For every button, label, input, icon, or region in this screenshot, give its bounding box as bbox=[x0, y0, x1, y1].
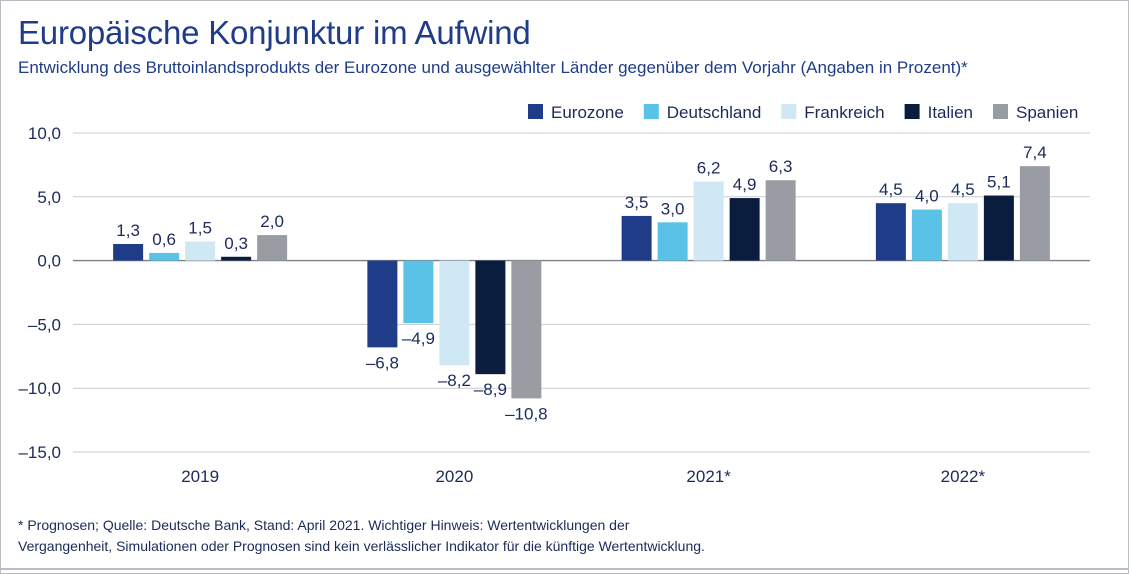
y-tick-label: 10,0 bbox=[28, 124, 61, 143]
data-label: 4,5 bbox=[951, 180, 975, 199]
data-label: –4,9 bbox=[402, 329, 435, 348]
y-tick-label: –10,0 bbox=[18, 379, 61, 398]
legend-label: Italien bbox=[928, 103, 973, 122]
y-tick-label: –15,0 bbox=[18, 443, 61, 462]
y-tick-label: 5,0 bbox=[37, 188, 61, 207]
legend-swatch bbox=[643, 104, 659, 119]
data-label: 0,6 bbox=[152, 230, 176, 249]
bar bbox=[621, 215, 652, 261]
legend-label: Spanien bbox=[1016, 103, 1078, 122]
bar bbox=[221, 256, 252, 261]
bar bbox=[475, 260, 506, 375]
bar bbox=[113, 244, 144, 261]
chart-subtitle: Entwicklung des Bruttoinlandsprodukts de… bbox=[18, 58, 968, 77]
legend-label: Deutschland bbox=[667, 103, 762, 122]
bar bbox=[983, 195, 1014, 261]
data-label: 0,3 bbox=[224, 234, 248, 253]
legend-label: Frankreich bbox=[804, 103, 884, 122]
bar-chart: 10,0 5,0 0,0 –5,0 –10,0 –15,0 2019 1,3 0,6 1,5 0,3… bbox=[18, 103, 1090, 486]
data-label: –8,2 bbox=[438, 371, 471, 390]
data-label: 2,0 bbox=[260, 212, 284, 231]
data-label: 1,5 bbox=[188, 218, 212, 237]
x-tick-label: 2019 bbox=[181, 467, 219, 486]
bar bbox=[511, 260, 542, 399]
data-label: 3,5 bbox=[625, 193, 649, 212]
bar bbox=[875, 203, 906, 261]
data-label: 7,4 bbox=[1023, 143, 1047, 162]
data-label: –8,9 bbox=[474, 380, 507, 399]
data-label: 4,0 bbox=[915, 187, 939, 206]
bar bbox=[657, 222, 688, 261]
data-label: 6,2 bbox=[697, 158, 721, 177]
data-label: 4,9 bbox=[733, 175, 757, 194]
bar bbox=[185, 241, 216, 261]
bar bbox=[149, 252, 180, 261]
x-tick-label: 2021* bbox=[686, 467, 731, 486]
data-label: 3,0 bbox=[661, 199, 685, 218]
bar bbox=[693, 181, 724, 261]
chart-title: Europäische Konjunktur im Aufwind bbox=[18, 14, 531, 51]
data-label: 4,5 bbox=[879, 180, 903, 199]
bar bbox=[367, 260, 398, 348]
legend-swatch bbox=[781, 104, 797, 119]
bar bbox=[257, 235, 288, 261]
footnote: * Prognosen; Quelle: Deutsche Bank, Stan… bbox=[18, 515, 1018, 557]
bar bbox=[439, 260, 470, 366]
footnote-line-2: Vergangenheit, Simulationen oder Prognos… bbox=[18, 538, 705, 554]
x-tick-label: 2020 bbox=[435, 467, 473, 486]
legend-swatch bbox=[904, 104, 920, 119]
legend-swatch bbox=[992, 104, 1008, 119]
x-tick-label: 2022* bbox=[941, 467, 986, 486]
y-tick-label: 0,0 bbox=[37, 252, 61, 271]
bar bbox=[911, 209, 942, 261]
data-label: 5,1 bbox=[987, 173, 1011, 192]
data-label: 1,3 bbox=[116, 221, 140, 240]
footnote-line-1: * Prognosen; Quelle: Deutsche Bank, Stan… bbox=[18, 517, 630, 533]
bottom-rule bbox=[0, 568, 1129, 570]
bar bbox=[765, 180, 796, 261]
legend-swatch bbox=[528, 104, 543, 119]
bar bbox=[729, 198, 760, 261]
bar bbox=[403, 260, 434, 324]
data-label: –6,8 bbox=[366, 353, 399, 372]
bar bbox=[1019, 166, 1050, 261]
legend-label: Eurozone bbox=[551, 103, 624, 122]
data-label: –10,8 bbox=[505, 404, 548, 423]
data-label: 6,3 bbox=[769, 157, 793, 176]
y-tick-label: –5,0 bbox=[28, 315, 61, 334]
bar bbox=[947, 203, 978, 261]
